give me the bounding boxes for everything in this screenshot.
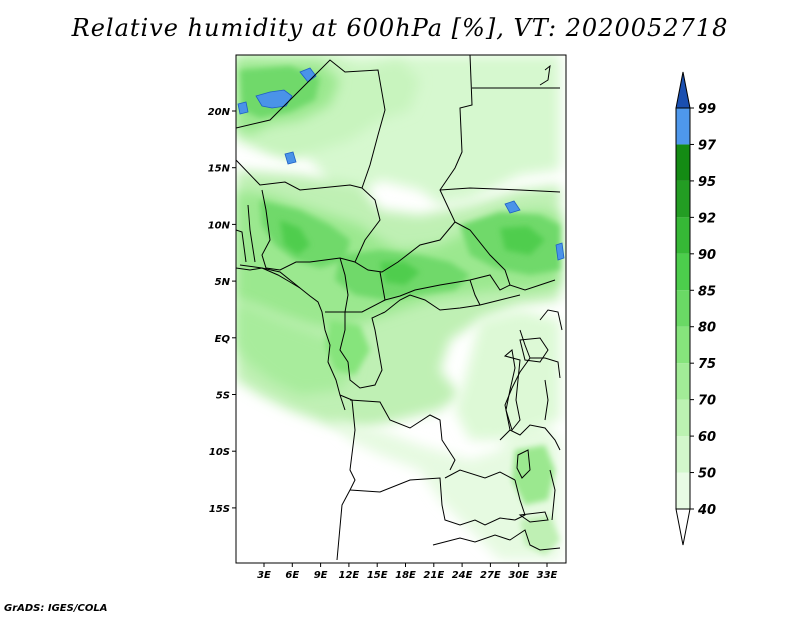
colorbar-label: 50 xyxy=(698,467,716,482)
colorbar-upper-triangle xyxy=(675,71,691,109)
lon-tick-label: 3E xyxy=(257,570,271,581)
colorbar-label: 99 xyxy=(698,102,716,117)
lon-tick-label: 12E xyxy=(339,570,360,581)
colorbar-label: 70 xyxy=(698,394,716,409)
map-frame xyxy=(235,54,567,564)
colorbar-label: 85 xyxy=(698,284,716,299)
colorbar-label: 90 xyxy=(698,248,716,263)
colorbar-label: 80 xyxy=(698,321,716,336)
lon-tick-label: 24E xyxy=(452,570,473,581)
colorbar-segment xyxy=(676,399,690,437)
colorbar-label: 40 xyxy=(697,503,716,518)
colorbar-segment xyxy=(676,472,690,509)
country-borders xyxy=(236,55,563,561)
lat-tick-label: 5N xyxy=(215,277,231,288)
lon-tick-label: 18E xyxy=(395,570,416,581)
colorbar: 40 50 60 70 75 80 85 90 92 95 97 99 xyxy=(675,71,717,546)
colorbar-segment xyxy=(676,217,690,254)
colorbar-outline xyxy=(675,107,691,510)
lat-tick-label: 15S xyxy=(209,504,230,515)
colorbar-segment xyxy=(676,253,690,291)
lon-tick-label: 9E xyxy=(314,570,328,581)
colorbar-label: 97 xyxy=(698,138,717,153)
colorbar-lower-triangle xyxy=(675,508,691,546)
colorbar-label: 95 xyxy=(698,175,716,190)
colorbar-segment xyxy=(676,363,690,400)
lon-tick-label: 15E xyxy=(367,570,388,581)
lat-tick-label: 5S xyxy=(216,391,230,402)
colorbar-segment xyxy=(676,436,690,473)
colorbar-segment xyxy=(676,108,690,145)
latitude-ticks: 20N 15N 10N 5N EQ 5S 10S 15S xyxy=(208,107,236,515)
longitude-ticks: 3E 6E 9E 12E 15E 18E 21E 24E 27E 30E 33E xyxy=(257,563,558,581)
lat-tick-label: 15N xyxy=(208,164,231,175)
lon-tick-label: 21E xyxy=(423,570,444,581)
colorbar-label: 92 xyxy=(698,211,716,226)
lon-tick-label: 30E xyxy=(508,570,529,581)
lat-tick-label: 20N xyxy=(208,107,231,118)
lon-tick-label: 6E xyxy=(285,570,299,581)
colorbar-segment xyxy=(676,290,690,327)
lon-tick-label: 33E xyxy=(537,570,558,581)
lat-tick-label: 10N xyxy=(208,220,231,231)
colorbar-segment xyxy=(676,180,690,218)
lat-tick-label: EQ xyxy=(215,334,231,345)
humidity-field xyxy=(236,55,565,560)
colorbar-label: 75 xyxy=(698,357,716,372)
colorbar-segment xyxy=(676,144,690,181)
lon-tick-label: 27E xyxy=(480,570,501,581)
chart-title: Relative humidity at 600hPa [%], VT: 202… xyxy=(71,14,729,42)
colorbar-label: 60 xyxy=(698,430,716,445)
lat-tick-label: 10S xyxy=(209,447,230,458)
grads-credit: GrADS: IGES/COLA xyxy=(4,603,108,614)
colorbar-segment xyxy=(676,326,690,364)
